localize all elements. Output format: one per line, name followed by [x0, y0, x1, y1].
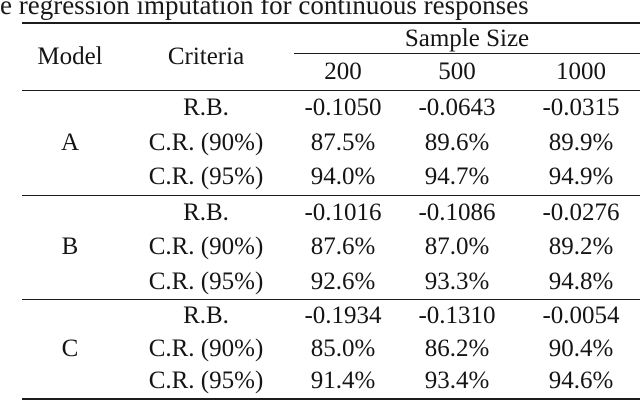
- cell-value: 86.2%: [424, 334, 490, 362]
- cell-value: -0.1310: [418, 302, 496, 330]
- cell-value: 94.6%: [548, 367, 614, 395]
- cell-value: -0.1086: [418, 198, 496, 226]
- table-row: C R.B. -0.1934 -0.1310 -0.0054: [22, 300, 640, 362]
- cell-value: 87.5%: [310, 128, 376, 156]
- col-header-sample-size: Sample Size: [294, 23, 640, 54]
- col-header-size-500: 500: [438, 58, 476, 85]
- cell-value: 89.6%: [424, 128, 490, 156]
- cell-value: 94.7%: [424, 163, 490, 191]
- criteria-label: R.B.: [183, 94, 229, 122]
- cell-value: -0.0276: [542, 198, 620, 226]
- results-table: Model Criteria Sample Size 200 500 1000 …: [22, 22, 640, 400]
- cell-value: -0.0054: [542, 302, 620, 330]
- cell-value: 89.2%: [548, 233, 614, 261]
- criteria-label: R.B.: [183, 198, 229, 226]
- cell-value: 85.0%: [310, 334, 376, 362]
- criteria-label: C.R. (95%): [148, 367, 264, 395]
- cell-value: -0.1016: [304, 198, 382, 226]
- cell-value: -0.0643: [418, 94, 496, 122]
- model-c-block: C R.B. -0.1934 -0.1310 -0.0054 C.R. (90%…: [22, 299, 640, 399]
- cell-value: 93.4%: [424, 367, 490, 395]
- model-c-label: C: [61, 334, 79, 362]
- col-header-size-200: 200: [324, 58, 362, 85]
- table-row: C.R. (95%) 91.4% 93.4% 94.6%: [22, 365, 640, 399]
- model-a-label: A: [60, 128, 80, 156]
- cell-value: 92.6%: [310, 267, 376, 295]
- col-header-model: Model: [37, 43, 103, 70]
- cell-value: 94.0%: [310, 163, 376, 191]
- model-b-label: B: [61, 233, 79, 261]
- cell-value: 89.9%: [548, 128, 614, 156]
- criteria-label: C.R. (95%): [148, 267, 264, 295]
- cell-value: 87.6%: [310, 233, 376, 261]
- table-caption: e regression imputation for continuous r…: [0, 0, 529, 20]
- criteria-label: C.R. (95%): [148, 163, 264, 191]
- criteria-label: R.B.: [183, 302, 229, 330]
- table-row: A R.B. -0.1050 -0.0643 -0.0315: [22, 91, 640, 156]
- cell-value: -0.1934: [304, 302, 382, 330]
- header-row-group: Model Criteria Sample Size: [22, 23, 640, 70]
- table-row: C.R. (90%) 85.0% 86.2% 90.4%: [22, 333, 640, 366]
- table-row: C.R. (95%) 94.0% 94.7% 94.9%: [22, 160, 640, 195]
- col-header-size-1000: 1000: [556, 58, 606, 85]
- table-row: C.R. (90%) 87.6% 87.0% 89.2%: [22, 230, 640, 265]
- col-header-criteria: Criteria: [167, 43, 245, 70]
- model-a-block: A R.B. -0.1050 -0.0643 -0.0315 C.R. (90%…: [22, 91, 640, 196]
- table-row: C.R. (90%) 87.5% 89.6% 89.9%: [22, 126, 640, 161]
- cell-value: 91.4%: [310, 367, 376, 395]
- cell-value: 90.4%: [548, 334, 614, 362]
- model-b-block: B R.B. -0.1016 -0.1086 -0.0276 C.R. (90%…: [22, 195, 640, 300]
- cell-value: 94.8%: [548, 267, 614, 295]
- cell-value: 93.3%: [424, 267, 490, 295]
- header-row-sizes: 200 500 1000: [22, 54, 640, 91]
- table-row: B R.B. -0.1016 -0.1086 -0.0276: [22, 195, 640, 261]
- cell-value: 87.0%: [424, 233, 490, 261]
- criteria-label: C.R. (90%): [148, 233, 264, 261]
- cell-value: -0.0315: [542, 94, 620, 122]
- table-header: Model Criteria Sample Size 200 500 1000: [22, 23, 640, 91]
- table-row: C.R. (95%) 92.6% 93.3% 94.8%: [22, 265, 640, 300]
- cell-value: -0.1050: [304, 94, 382, 122]
- criteria-label: C.R. (90%): [148, 128, 264, 156]
- cell-value: 94.9%: [548, 163, 614, 191]
- criteria-label: C.R. (90%): [148, 334, 264, 362]
